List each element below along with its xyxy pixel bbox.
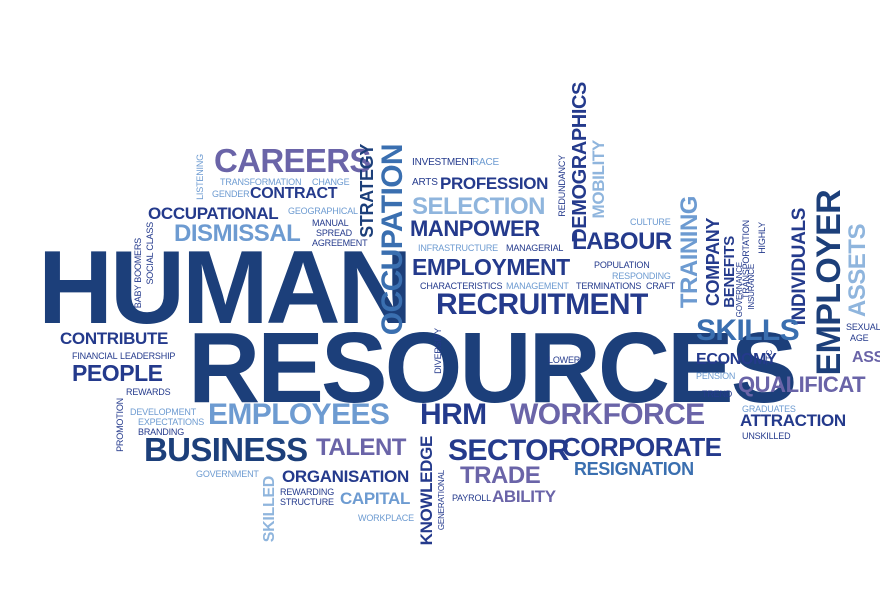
word-talent: TALENT xyxy=(316,434,406,461)
word-careers: CAREERS xyxy=(214,142,371,179)
word-baby-boomers: BABY BOOMERS xyxy=(133,238,143,309)
word-hrm: HRM xyxy=(420,398,487,431)
word-generational: GENERATIONAL xyxy=(437,470,446,531)
word-employer: EMPLOYER xyxy=(810,190,848,376)
word-strategy: STRATEGY xyxy=(357,144,377,238)
word-mobility: MOBILITY xyxy=(589,140,608,219)
word-corporate: CORPORATE xyxy=(562,432,722,462)
word-agreement: AGREEMENT xyxy=(312,238,368,248)
word-payroll: PAYROLL xyxy=(452,493,491,503)
word-governance: GOVERNANCE xyxy=(735,262,744,318)
word-ttc: TTC xyxy=(765,350,774,366)
word-financial: FINANCIAL xyxy=(72,351,118,361)
word-change: CHANGE xyxy=(312,177,350,187)
word-labour: LABOUR xyxy=(572,228,672,255)
word-leadership: LEADERSHIP xyxy=(120,351,176,361)
word-responding: RESPONDING xyxy=(612,271,671,281)
word-people: PEOPLE xyxy=(72,360,163,386)
word-development: DEVELOPMENT xyxy=(130,407,197,417)
word-pension: PENSION xyxy=(696,371,736,381)
word-manpower: MANPOWER xyxy=(410,216,540,241)
word-recruitment: RECRUITMENT xyxy=(436,288,648,321)
word-management: MANAGEMENT xyxy=(506,281,569,291)
word-contribute: CONTRIBUTE xyxy=(60,329,169,348)
word-lower: LOWER xyxy=(548,355,581,365)
word-ass: ASS xyxy=(852,349,880,366)
word-insurance: INSURANCE xyxy=(747,264,756,310)
word-promotion: PROMOTION xyxy=(115,398,125,452)
word-diversity: DIVERSITY xyxy=(433,328,443,374)
word-redundancy: REDUNDANCY xyxy=(557,155,567,217)
word-knowledge: KNOWLEDGE xyxy=(417,436,436,546)
word-company: COMPANY xyxy=(703,218,723,307)
word-social-class: SOCIAL CLASS xyxy=(145,222,155,285)
word-business: BUSINESS xyxy=(144,431,308,468)
word-profession: PROFESSION xyxy=(440,174,549,193)
word-workplace: WORKPLACE xyxy=(358,513,414,523)
word-rewards: REWARDS xyxy=(126,387,171,397)
word-dismissal: DISMISSAL xyxy=(174,220,301,247)
word-branding: BRANDING xyxy=(138,427,185,437)
word-age: AGE xyxy=(850,333,869,343)
word-transformation: TRANSFORMATION xyxy=(220,177,302,187)
word-workforce: WORKFORCE xyxy=(510,398,705,431)
word-trend: TREND xyxy=(702,389,733,399)
word-demographics: DEMOGRAPHICS xyxy=(569,82,591,243)
word-individuals: INDIVIDUALS xyxy=(789,208,810,326)
word-spread: SPREAD xyxy=(316,228,352,238)
word-resources: RESOURCES xyxy=(188,312,797,424)
word-occupational: OCCUPATIONAL xyxy=(148,204,279,223)
word-qualificat: QUALIFICAT xyxy=(738,372,866,397)
word-race: RACE xyxy=(472,157,499,168)
word-training: TRAINING xyxy=(676,196,703,309)
word-population: POPULATION xyxy=(594,260,650,270)
word-resignation: RESIGNATION xyxy=(574,459,694,479)
word-infrastructure: INFRASTRUCTURE xyxy=(418,243,498,253)
word-human: HUMAN xyxy=(38,230,413,346)
word-attraction: ATTRACTION xyxy=(740,411,846,430)
word-employees: EMPLOYEES xyxy=(208,398,390,431)
word-highly: HIGHLY xyxy=(757,222,767,254)
word-sector: SECTOR xyxy=(448,434,569,467)
word-contract: CONTRACT xyxy=(250,185,338,202)
word-listening: LISTENING xyxy=(195,154,205,200)
word-characteristics: CHARACTERISTICS xyxy=(420,281,503,291)
word-employment: EMPLOYMENT xyxy=(412,254,570,280)
word-government: GOVERNMENT xyxy=(196,469,259,479)
word-graduates: GRADUATES xyxy=(742,404,796,414)
word-culture: CULTURE xyxy=(630,217,671,227)
word-occupation: OCCUPATION xyxy=(376,144,409,336)
word-capital: CAPITAL xyxy=(340,489,411,508)
word-craft: CRAFT xyxy=(646,281,676,291)
word-sexual: SEXUAL xyxy=(846,322,880,332)
word-unskilled: UNSKILLED xyxy=(742,431,791,441)
word-arts: ARTS xyxy=(412,177,438,188)
word-expectations: EXPECTATIONS xyxy=(138,417,205,427)
word-selection: SELECTION xyxy=(412,193,546,220)
word-trade: TRADE xyxy=(460,462,541,489)
word-geographical: GEOGRAPHICAL xyxy=(288,206,358,216)
word-economy: ECONOMY xyxy=(696,351,777,368)
word-structure: STRUCTURE xyxy=(280,497,334,507)
word-skilled: SKILLED xyxy=(261,476,278,543)
word-managerial: MANAGERIAL xyxy=(506,243,564,253)
word-rewarding: REWARDING xyxy=(280,487,335,497)
word-terminations: TERMINATIONS xyxy=(576,281,642,291)
word-investment: INVESTMENT xyxy=(412,157,475,168)
word-manual: MANUAL xyxy=(312,218,349,228)
word-skills: SKILLS xyxy=(696,314,800,347)
word-ability: ABILITY xyxy=(492,487,556,506)
word-assets: ASSETS xyxy=(844,224,871,318)
word-organisation: ORGANISATION xyxy=(282,467,409,486)
word-gender: GENDER xyxy=(212,189,250,199)
